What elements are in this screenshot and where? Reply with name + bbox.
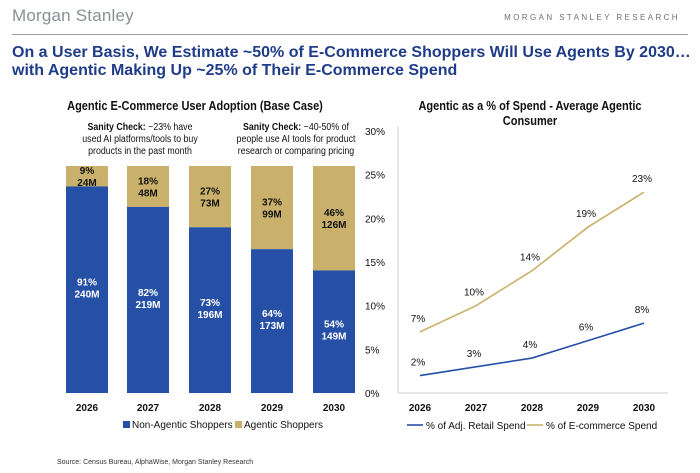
label-agentic-users: 48M bbox=[138, 188, 157, 199]
bar-non-agentic-2027 bbox=[127, 206, 169, 393]
label-agentic-users: 99M bbox=[262, 210, 281, 221]
legend-swatch-agentic bbox=[235, 421, 242, 428]
bar-agentic-2028 bbox=[189, 166, 231, 228]
x-tick-label: 2028 bbox=[199, 403, 222, 414]
y-tick-label: 20% bbox=[365, 214, 385, 225]
data-label: 23% bbox=[632, 174, 652, 185]
y-tick-label: 30% bbox=[365, 127, 385, 138]
bar-agentic-2030 bbox=[313, 166, 355, 271]
bar-agentic-2026 bbox=[66, 166, 108, 187]
x-tick-label: 2028 bbox=[521, 403, 544, 414]
label-agentic-users: 73M bbox=[200, 199, 219, 210]
data-label: 7% bbox=[411, 314, 426, 325]
divider bbox=[12, 34, 688, 35]
label-non-agentic-users: 196M bbox=[197, 310, 222, 321]
data-label: 2% bbox=[411, 358, 426, 369]
y-tick-label: 0% bbox=[365, 389, 380, 400]
y-tick-label: 15% bbox=[365, 258, 385, 269]
brand-label: MORGAN STANLEY RESEARCH bbox=[504, 13, 680, 22]
x-tick-label: 2026 bbox=[76, 403, 99, 414]
label-agentic-pct: 18% bbox=[138, 176, 158, 187]
label-non-agentic-users: 149M bbox=[321, 332, 346, 343]
legend-swatch-non-agentic bbox=[123, 421, 130, 428]
label-non-agentic-pct: 64% bbox=[262, 309, 282, 320]
legend-label-ecommerce: % of E-commerce Spend bbox=[546, 421, 657, 432]
bar-non-agentic-2028 bbox=[189, 227, 231, 393]
label-non-agentic-pct: 73% bbox=[200, 298, 220, 309]
data-label: 6% bbox=[579, 323, 594, 334]
note-text: ~23% have used AI platforms/tools to buy… bbox=[82, 122, 198, 157]
note-bold: Sanity Check: bbox=[243, 122, 302, 133]
source-note: Source: Census Bureau, AlphaWise, Morgan… bbox=[57, 459, 254, 466]
label-agentic-pct: 9% bbox=[80, 166, 95, 177]
note-text: ~40-50% of people use AI tools for produ… bbox=[236, 122, 356, 157]
bar-agentic-2027 bbox=[127, 166, 169, 207]
data-label: 8% bbox=[635, 305, 650, 316]
bar-non-agentic-2030 bbox=[313, 270, 355, 393]
headline: On a User Basis, We Estimate ~50% of E-C… bbox=[12, 44, 691, 79]
sanity-check-right: Sanity Check: ~40-50% of people use AI t… bbox=[234, 122, 357, 158]
y-tick-label: 5% bbox=[365, 345, 380, 356]
sanity-check-left: Sanity Check: ~23% have used AI platform… bbox=[78, 122, 201, 158]
left-chart-title: Agentic E-Commerce User Adoption (Base C… bbox=[67, 99, 323, 113]
x-tick-label: 2029 bbox=[577, 403, 600, 414]
label-non-agentic-pct: 91% bbox=[77, 278, 97, 289]
data-label: 10% bbox=[464, 288, 484, 299]
x-tick-label: 2026 bbox=[409, 403, 432, 414]
line-ecommerce bbox=[419, 191, 645, 333]
label-agentic-pct: 27% bbox=[200, 187, 220, 198]
label-non-agentic-pct: 82% bbox=[138, 288, 158, 299]
label-agentic-users: 24M bbox=[77, 178, 96, 189]
right-chart-title: Agentic as a % of Spend - Average Agenti… bbox=[418, 99, 642, 128]
data-label: 4% bbox=[523, 340, 538, 351]
y-tick-label: 10% bbox=[365, 302, 385, 313]
legend-label-retail: % of Adj. Retail Spend bbox=[426, 421, 526, 432]
x-tick-label: 2030 bbox=[633, 403, 656, 414]
legend-label-non-agentic: Non-Agentic Shoppers bbox=[132, 420, 233, 431]
x-tick-label: 2030 bbox=[323, 403, 346, 414]
legend-label-agentic: Agentic Shoppers bbox=[244, 420, 323, 431]
bar-agentic-2029 bbox=[251, 166, 293, 250]
y-tick-label: 25% bbox=[365, 171, 385, 182]
x-tick-label: 2027 bbox=[465, 403, 488, 414]
note-bold: Sanity Check: bbox=[87, 122, 146, 133]
bar-non-agentic-2026 bbox=[66, 186, 108, 393]
data-label: 14% bbox=[520, 253, 540, 264]
morgan-stanley-logo: Morgan Stanley bbox=[12, 6, 134, 25]
label-agentic-pct: 46% bbox=[324, 208, 344, 219]
label-non-agentic-pct: 54% bbox=[324, 320, 344, 331]
label-non-agentic-users: 240M bbox=[74, 290, 99, 301]
data-label: 19% bbox=[576, 209, 596, 220]
label-non-agentic-users: 219M bbox=[135, 300, 160, 311]
label-agentic-pct: 37% bbox=[262, 198, 282, 209]
label-agentic-users: 126M bbox=[321, 220, 346, 231]
bar-non-agentic-2029 bbox=[251, 249, 293, 393]
line-retail bbox=[419, 322, 645, 377]
x-tick-label: 2029 bbox=[261, 403, 284, 414]
data-label: 3% bbox=[467, 349, 482, 360]
x-tick-label: 2027 bbox=[137, 403, 160, 414]
label-non-agentic-users: 173M bbox=[259, 321, 284, 332]
